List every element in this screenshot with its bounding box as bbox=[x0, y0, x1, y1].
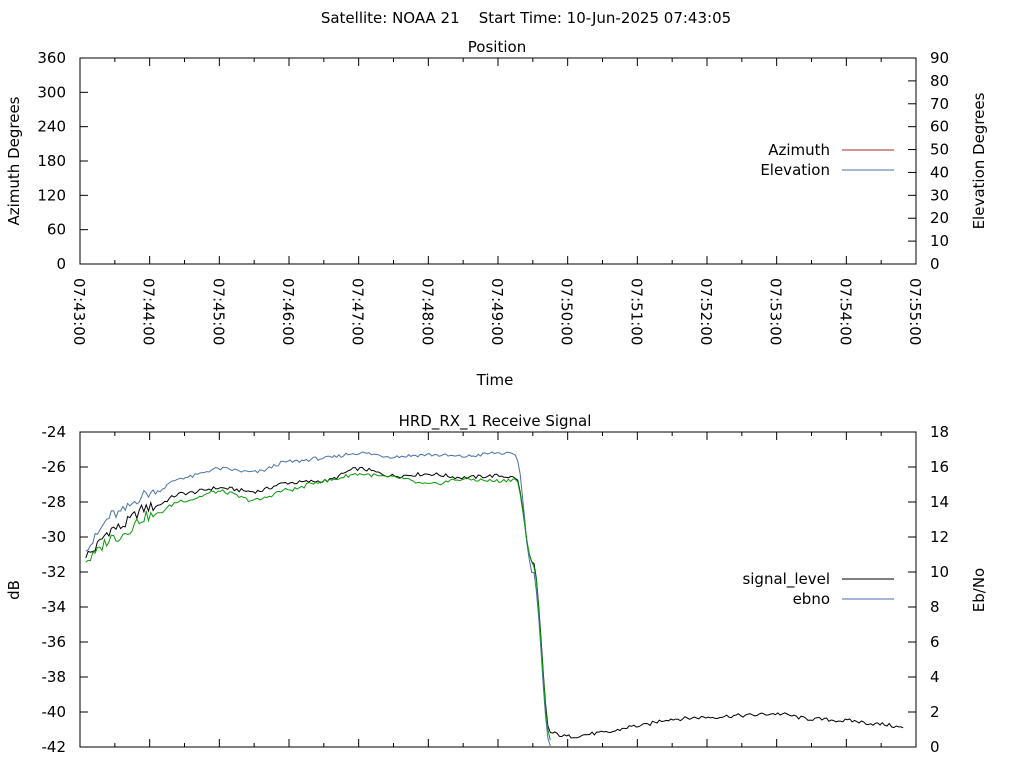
chart0-y-tick-label: 300 bbox=[37, 83, 66, 101]
chart0-y-tick-label: 60 bbox=[47, 221, 66, 239]
chart0-x-tick-label: 07:50:00 bbox=[558, 278, 576, 345]
chart0-x-tick-label: 07:44:00 bbox=[140, 278, 158, 345]
chart0-y-tick-label: 180 bbox=[37, 152, 66, 170]
position-ticks: 0 60 120 180 240 300 360 0 10 20 30 40 50 60 70 80 90 07:… bbox=[37, 49, 949, 345]
receive-y-axis-label: dB bbox=[5, 580, 23, 600]
chart1-y2-tick-label: 10 bbox=[930, 563, 949, 581]
receive-series-trace-2 bbox=[85, 472, 551, 741]
receive-legend-label: signal_level bbox=[742, 570, 830, 589]
chart1-y2-tick-label: 0 bbox=[930, 738, 940, 756]
receive-series bbox=[85, 451, 904, 747]
receive-legend-label: ebno bbox=[793, 590, 830, 608]
chart1-y-tick-label: -26 bbox=[42, 458, 67, 476]
chart1-y2-tick-label: 6 bbox=[930, 633, 940, 651]
chart1-y2-tick-label: 16 bbox=[930, 458, 949, 476]
chart1-y-tick-label: -42 bbox=[42, 738, 67, 756]
position-chart: Position 0 60 120 180 240 300 360 0 10 20 30 40 50 60… bbox=[5, 38, 988, 433]
chart0-x-tick-label: 07:46:00 bbox=[279, 278, 297, 345]
position-y-axis-label: Azimuth Degrees bbox=[5, 96, 23, 225]
chart0-x-tick-label: 07:45:00 bbox=[209, 278, 227, 345]
chart0-x-tick-label: 07:55:00 bbox=[906, 278, 924, 345]
chart0-y2-tick-label: 50 bbox=[930, 141, 949, 159]
chart0-x-tick-label: 07:53:00 bbox=[767, 278, 785, 345]
chart0-x-tick-label: 07:43:00 bbox=[70, 278, 88, 345]
receive-series-ebno bbox=[85, 451, 551, 747]
chart1-y-tick-label: -34 bbox=[42, 598, 67, 616]
chart1-y-tick-label: -40 bbox=[42, 703, 67, 721]
receive-y2-axis-label: Eb/No bbox=[970, 568, 988, 612]
receive-signal-chart-title: HRD_RX_1 Receive Signal bbox=[399, 412, 592, 431]
chart1-y-tick-label: -24 bbox=[42, 423, 67, 441]
chart0-x-tick-label: 07:54:00 bbox=[836, 278, 854, 345]
chart0-y2-tick-label: 20 bbox=[930, 209, 949, 227]
receive-signal-chart: HRD_RX_1 Receive Signal -42-40-38-36-34-… bbox=[5, 412, 988, 756]
chart0-y2-tick-label: 90 bbox=[930, 49, 949, 67]
position-legend: Azimuth Elevation bbox=[760, 141, 894, 179]
chart1-y2-tick-label: 12 bbox=[930, 528, 949, 546]
chart0-x-tick-label: 07:48:00 bbox=[418, 278, 436, 345]
chart1-y2-tick-label: 14 bbox=[930, 493, 949, 511]
chart0-x-tick-label: 07:47:00 bbox=[349, 278, 367, 345]
chart0-y2-tick-label: 0 bbox=[930, 255, 940, 273]
receive-series-signal_level bbox=[85, 466, 904, 739]
receive-ticks: -42 -40 -38 -36 -34 -32 -30 -28 -26 -24 0 2 4 6 8 10 12 1… bbox=[42, 423, 950, 756]
position-y2-axis-label: Elevation Degrees bbox=[970, 92, 988, 229]
chart0-y2-tick-label: 10 bbox=[930, 232, 949, 250]
chart1-y-tick-label: -30 bbox=[42, 528, 67, 546]
chart1-y-tick-label: -38 bbox=[42, 668, 67, 686]
chart0-y-tick-label: 360 bbox=[37, 49, 66, 67]
receive-plot-frame bbox=[79, 431, 917, 748]
chart1-y2-tick-label: 18 bbox=[930, 423, 949, 441]
page-header: Satellite: NOAA 21 Start Time: 10-Jun-20… bbox=[321, 9, 731, 27]
chart1-y-tick-label: -28 bbox=[42, 493, 67, 511]
chart0-y-tick-label: 240 bbox=[37, 118, 66, 136]
chart1-y-tick-label: -32 bbox=[42, 563, 67, 581]
position-legend-label: Azimuth bbox=[768, 141, 830, 159]
chart0-y2-tick-label: 80 bbox=[930, 72, 949, 90]
position-chart-title: Position bbox=[468, 38, 526, 56]
chart0-y2-tick-label: 60 bbox=[930, 118, 949, 136]
chart1-y2-tick-label: 2 bbox=[930, 703, 940, 721]
chart1-y2-tick-label: 4 bbox=[930, 668, 940, 686]
chart0-x-tick-label: 07:52:00 bbox=[697, 278, 715, 345]
position-legend-label: Elevation bbox=[760, 161, 830, 179]
chart1-y2-tick-label: 8 bbox=[930, 598, 940, 616]
chart0-y2-tick-label: 70 bbox=[930, 95, 949, 113]
chart1-y-tick-label: -36 bbox=[42, 633, 67, 651]
chart0-y2-tick-label: 30 bbox=[930, 186, 949, 204]
chart0-x-tick-label: 07:51:00 bbox=[627, 278, 645, 345]
position-x-axis-label: Time bbox=[476, 371, 514, 389]
chart0-x-tick-label: 07:49:00 bbox=[488, 278, 506, 345]
chart0-y-tick-label: 120 bbox=[37, 186, 66, 204]
chart0-y2-tick-label: 40 bbox=[930, 163, 949, 181]
chart0-y-tick-label: 0 bbox=[56, 255, 66, 273]
